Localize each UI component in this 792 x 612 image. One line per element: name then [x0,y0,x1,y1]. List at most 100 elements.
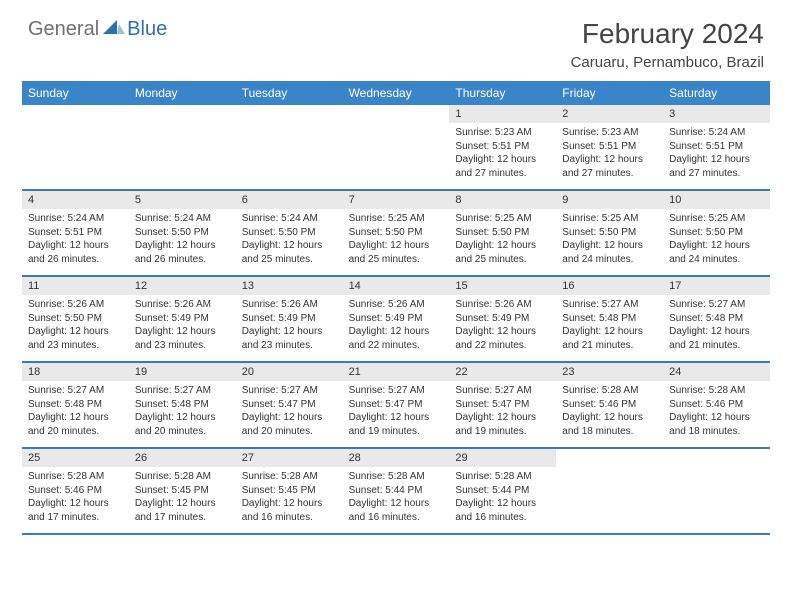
day-cell: 22Sunrise: 5:27 AMSunset: 5:47 PMDayligh… [449,363,556,447]
day-body: Sunrise: 5:26 AMSunset: 5:49 PMDaylight:… [236,295,343,357]
day-body: Sunrise: 5:26 AMSunset: 5:49 PMDaylight:… [129,295,236,357]
day-cell: 5Sunrise: 5:24 AMSunset: 5:50 PMDaylight… [129,191,236,275]
day-cell: 6Sunrise: 5:24 AMSunset: 5:50 PMDaylight… [236,191,343,275]
day-cell: 29Sunrise: 5:28 AMSunset: 5:44 PMDayligh… [449,449,556,533]
day-number: 15 [449,277,556,295]
weekday-header: Friday [556,81,663,105]
day-cell: 24Sunrise: 5:28 AMSunset: 5:46 PMDayligh… [663,363,770,447]
weekday-header-row: SundayMondayTuesdayWednesdayThursdayFrid… [22,81,770,105]
day-body: Sunrise: 5:27 AMSunset: 5:48 PMDaylight:… [556,295,663,357]
day-cell [663,449,770,533]
day-number: 27 [236,449,343,467]
title-block: February 2024 Caruaru, Pernambuco, Brazi… [571,18,764,71]
day-cell [343,105,450,189]
day-number: 8 [449,191,556,209]
day-cell: 17Sunrise: 5:27 AMSunset: 5:48 PMDayligh… [663,277,770,361]
day-body: Sunrise: 5:28 AMSunset: 5:46 PMDaylight:… [663,381,770,443]
day-body: Sunrise: 5:25 AMSunset: 5:50 PMDaylight:… [663,209,770,271]
day-body: Sunrise: 5:24 AMSunset: 5:51 PMDaylight:… [663,123,770,185]
day-number: 9 [556,191,663,209]
day-number: 7 [343,191,450,209]
weekday-header: Wednesday [343,81,450,105]
week-row: 4Sunrise: 5:24 AMSunset: 5:51 PMDaylight… [22,191,770,277]
brand-general: General [28,18,99,41]
day-number: 6 [236,191,343,209]
calendar: SundayMondayTuesdayWednesdayThursdayFrid… [0,77,792,535]
day-body: Sunrise: 5:28 AMSunset: 5:46 PMDaylight:… [22,467,129,529]
weekday-header: Monday [129,81,236,105]
day-body: Sunrise: 5:26 AMSunset: 5:49 PMDaylight:… [449,295,556,357]
day-number: 18 [22,363,129,381]
day-body: Sunrise: 5:27 AMSunset: 5:47 PMDaylight:… [343,381,450,443]
day-number: 14 [343,277,450,295]
day-body: Sunrise: 5:28 AMSunset: 5:44 PMDaylight:… [449,467,556,529]
day-number: 25 [22,449,129,467]
day-body: Sunrise: 5:25 AMSunset: 5:50 PMDaylight:… [449,209,556,271]
day-cell: 12Sunrise: 5:26 AMSunset: 5:49 PMDayligh… [129,277,236,361]
day-cell: 7Sunrise: 5:25 AMSunset: 5:50 PMDaylight… [343,191,450,275]
day-cell: 28Sunrise: 5:28 AMSunset: 5:44 PMDayligh… [343,449,450,533]
day-cell: 8Sunrise: 5:25 AMSunset: 5:50 PMDaylight… [449,191,556,275]
weeks-container: 1Sunrise: 5:23 AMSunset: 5:51 PMDaylight… [22,105,770,535]
day-number: 3 [663,105,770,123]
day-body: Sunrise: 5:28 AMSunset: 5:46 PMDaylight:… [556,381,663,443]
day-body: Sunrise: 5:26 AMSunset: 5:49 PMDaylight:… [343,295,450,357]
brand-logo: General Blue [28,18,167,41]
day-number: 5 [129,191,236,209]
day-body: Sunrise: 5:24 AMSunset: 5:51 PMDaylight:… [22,209,129,271]
weekday-header: Thursday [449,81,556,105]
day-body: Sunrise: 5:25 AMSunset: 5:50 PMDaylight:… [556,209,663,271]
day-cell [129,105,236,189]
day-body: Sunrise: 5:27 AMSunset: 5:48 PMDaylight:… [22,381,129,443]
day-number: 1 [449,105,556,123]
weekday-header: Tuesday [236,81,343,105]
day-body: Sunrise: 5:24 AMSunset: 5:50 PMDaylight:… [129,209,236,271]
weekday-header: Sunday [22,81,129,105]
day-cell: 11Sunrise: 5:26 AMSunset: 5:50 PMDayligh… [22,277,129,361]
day-cell: 4Sunrise: 5:24 AMSunset: 5:51 PMDaylight… [22,191,129,275]
day-number: 4 [22,191,129,209]
day-number: 22 [449,363,556,381]
day-number: 16 [556,277,663,295]
day-cell: 2Sunrise: 5:23 AMSunset: 5:51 PMDaylight… [556,105,663,189]
day-cell: 26Sunrise: 5:28 AMSunset: 5:45 PMDayligh… [129,449,236,533]
day-cell: 27Sunrise: 5:28 AMSunset: 5:45 PMDayligh… [236,449,343,533]
day-number: 28 [343,449,450,467]
day-number: 19 [129,363,236,381]
day-cell: 18Sunrise: 5:27 AMSunset: 5:48 PMDayligh… [22,363,129,447]
day-body: Sunrise: 5:27 AMSunset: 5:47 PMDaylight:… [449,381,556,443]
day-number: 20 [236,363,343,381]
day-number: 13 [236,277,343,295]
day-cell [236,105,343,189]
day-body: Sunrise: 5:27 AMSunset: 5:47 PMDaylight:… [236,381,343,443]
day-cell: 15Sunrise: 5:26 AMSunset: 5:49 PMDayligh… [449,277,556,361]
day-body: Sunrise: 5:28 AMSunset: 5:45 PMDaylight:… [129,467,236,529]
day-body: Sunrise: 5:25 AMSunset: 5:50 PMDaylight:… [343,209,450,271]
week-row: 1Sunrise: 5:23 AMSunset: 5:51 PMDaylight… [22,105,770,191]
brand-blue: Blue [127,18,167,41]
day-body: Sunrise: 5:27 AMSunset: 5:48 PMDaylight:… [129,381,236,443]
month-title: February 2024 [571,18,764,50]
week-row: 11Sunrise: 5:26 AMSunset: 5:50 PMDayligh… [22,277,770,363]
day-body: Sunrise: 5:23 AMSunset: 5:51 PMDaylight:… [449,123,556,185]
day-body: Sunrise: 5:26 AMSunset: 5:50 PMDaylight:… [22,295,129,357]
day-cell: 3Sunrise: 5:24 AMSunset: 5:51 PMDaylight… [663,105,770,189]
day-cell: 14Sunrise: 5:26 AMSunset: 5:49 PMDayligh… [343,277,450,361]
day-cell: 20Sunrise: 5:27 AMSunset: 5:47 PMDayligh… [236,363,343,447]
day-cell: 1Sunrise: 5:23 AMSunset: 5:51 PMDaylight… [449,105,556,189]
day-number: 11 [22,277,129,295]
day-body: Sunrise: 5:28 AMSunset: 5:44 PMDaylight:… [343,467,450,529]
day-number: 21 [343,363,450,381]
day-body: Sunrise: 5:24 AMSunset: 5:50 PMDaylight:… [236,209,343,271]
day-cell: 10Sunrise: 5:25 AMSunset: 5:50 PMDayligh… [663,191,770,275]
week-row: 18Sunrise: 5:27 AMSunset: 5:48 PMDayligh… [22,363,770,449]
day-number: 23 [556,363,663,381]
day-body: Sunrise: 5:28 AMSunset: 5:45 PMDaylight:… [236,467,343,529]
weekday-header: Saturday [663,81,770,105]
day-number: 26 [129,449,236,467]
day-number: 29 [449,449,556,467]
day-body: Sunrise: 5:23 AMSunset: 5:51 PMDaylight:… [556,123,663,185]
day-cell: 9Sunrise: 5:25 AMSunset: 5:50 PMDaylight… [556,191,663,275]
day-cell: 19Sunrise: 5:27 AMSunset: 5:48 PMDayligh… [129,363,236,447]
header: General Blue February 2024 Caruaru, Pern… [0,0,792,77]
